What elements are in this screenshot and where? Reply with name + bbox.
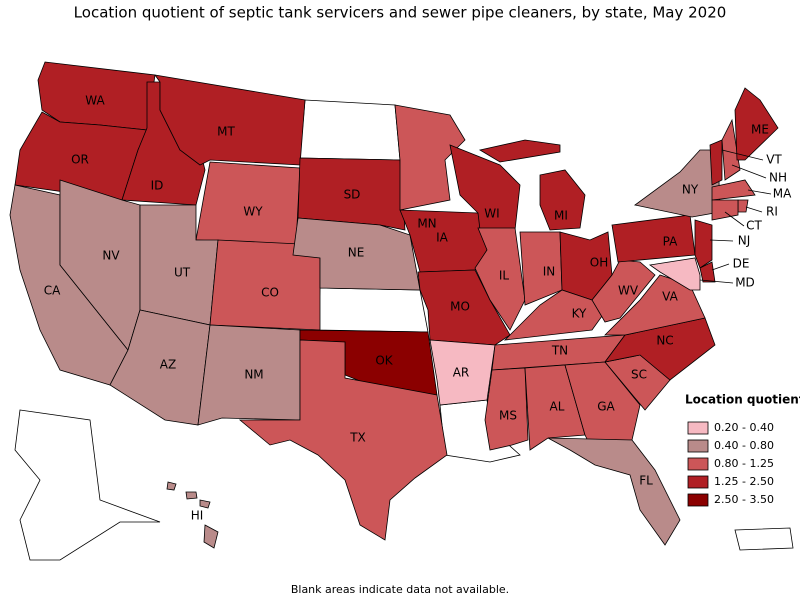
- state: [648, 257, 701, 291]
- state-label: OH: [590, 256, 608, 270]
- state-label: KY: [572, 307, 587, 321]
- states: [9, 61, 779, 549]
- state: [634, 149, 721, 218]
- side-labels: VT NH MA RI CT NJ DE MD: [733, 153, 792, 290]
- state: [611, 214, 696, 263]
- state-label: TN: [551, 344, 568, 358]
- state: [721, 118, 741, 181]
- state: [547, 437, 681, 546]
- state-label: IL: [499, 269, 510, 283]
- state-label: MS: [499, 409, 517, 423]
- state: [166, 481, 177, 491]
- leader-lines: [699, 149, 772, 284]
- footnote: Blank areas indicate data not available.: [291, 583, 509, 596]
- state-label: WV: [618, 284, 639, 298]
- state: [199, 499, 211, 509]
- state-label: VT: [766, 153, 782, 167]
- state: [737, 199, 749, 213]
- legend-label: 0.40 - 0.80: [714, 439, 774, 452]
- legend-label: 0.80 - 1.25: [714, 457, 774, 470]
- state-label: MN: [417, 217, 436, 231]
- state-label: VA: [662, 290, 678, 304]
- state: [195, 161, 301, 246]
- legend-swatch: [687, 475, 709, 489]
- state-label: CO: [261, 286, 279, 300]
- state-label: NC: [656, 334, 673, 348]
- state-label: SC: [631, 368, 647, 382]
- state-label: NH: [769, 171, 787, 185]
- state-label: WA: [85, 94, 105, 108]
- state-label: MO: [450, 300, 470, 314]
- state-label: IA: [436, 231, 449, 245]
- legend-swatch: [687, 493, 709, 507]
- state: [238, 339, 448, 541]
- state-blank: [299, 99, 401, 161]
- state-label: OR: [71, 153, 89, 167]
- state-label: ID: [151, 179, 164, 193]
- state: [474, 227, 526, 331]
- legend-label: 1.25 - 2.50: [714, 475, 774, 488]
- state-label: MI: [554, 209, 568, 223]
- state-label: HI: [191, 509, 204, 523]
- state: [154, 74, 306, 166]
- state: [734, 87, 779, 161]
- state: [292, 217, 421, 291]
- state-label: AL: [550, 400, 565, 414]
- state: [524, 364, 586, 451]
- state: [591, 259, 656, 323]
- state-label: SD: [344, 188, 361, 202]
- legend-swatch: [687, 439, 709, 453]
- state: [297, 157, 406, 231]
- state: [429, 339, 496, 406]
- state: [694, 219, 713, 269]
- legend-swatch: [687, 421, 709, 435]
- state-label: MA: [773, 187, 792, 201]
- legend-title: Location quotient: [685, 393, 800, 407]
- legend-label: 0.20 - 0.40: [714, 421, 774, 434]
- state-blank: [14, 409, 161, 561]
- map-title: Location quotient of septic tank service…: [74, 4, 727, 22]
- state-label: IN: [543, 265, 556, 279]
- state-blank: [317, 287, 429, 333]
- state-label: MT: [217, 125, 235, 139]
- legend: Location quotient 0.20 - 0.40 0.40 - 0.80…: [685, 393, 800, 507]
- state: [711, 199, 739, 221]
- state-label: PA: [663, 235, 678, 249]
- state-label: WY: [243, 205, 263, 219]
- state-label: TX: [349, 431, 366, 445]
- state-label: MD: [735, 276, 755, 290]
- state-label: NY: [682, 183, 699, 197]
- state-label: NE: [348, 246, 365, 260]
- state: [711, 179, 756, 201]
- state-label: GA: [597, 400, 615, 414]
- state-blank: [734, 527, 794, 551]
- state-label: CA: [44, 284, 61, 298]
- state-label: NM: [244, 368, 263, 382]
- state-label: DE: [733, 257, 750, 271]
- state-label: CT: [746, 219, 762, 233]
- state: [699, 261, 716, 283]
- state-label: OK: [375, 354, 393, 368]
- state-label: WI: [484, 207, 499, 221]
- state: [478, 139, 561, 163]
- state-label: ME: [751, 123, 769, 137]
- legend-swatch: [687, 457, 709, 471]
- legend-label: 2.50 - 3.50: [714, 493, 774, 506]
- state: [394, 104, 466, 211]
- state: [539, 169, 586, 231]
- state-label: RI: [766, 205, 778, 219]
- state-label: NV: [102, 249, 120, 263]
- state-label: AZ: [160, 358, 176, 372]
- state: [197, 324, 301, 426]
- state-label: NJ: [738, 234, 751, 248]
- state-label: FL: [639, 474, 653, 488]
- state: [185, 491, 198, 500]
- state-label: UT: [174, 266, 191, 280]
- state-label: AR: [453, 366, 470, 380]
- state: [203, 524, 219, 549]
- state: [709, 139, 723, 186]
